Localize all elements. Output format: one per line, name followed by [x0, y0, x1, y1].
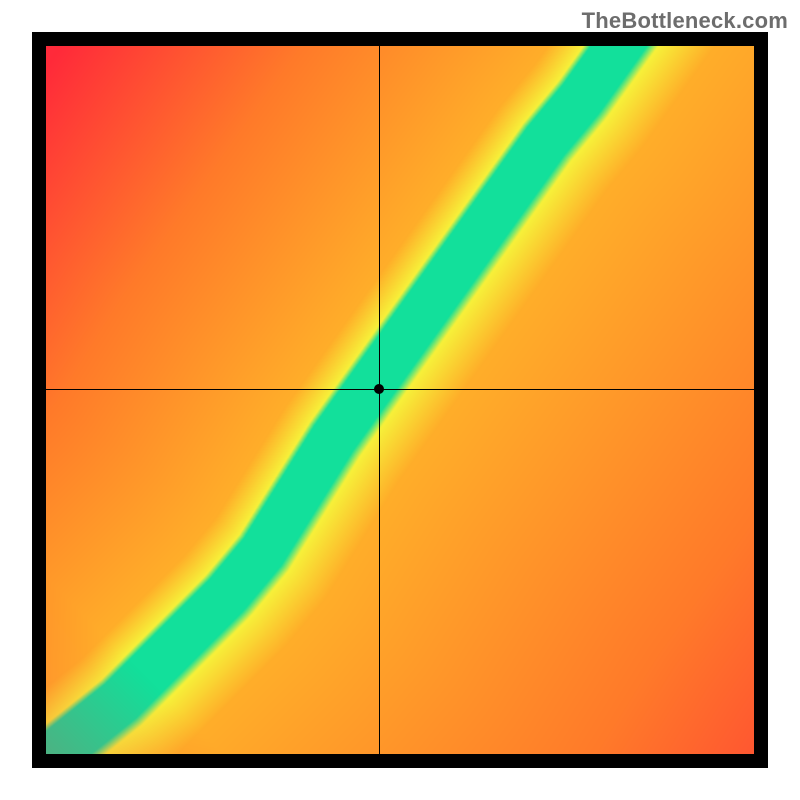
chart-frame [32, 32, 768, 768]
bottleneck-heatmap [46, 46, 754, 754]
crosshair-marker [374, 384, 384, 394]
chart-container: TheBottleneck.com [0, 0, 800, 800]
crosshair-horizontal [46, 389, 754, 390]
source-watermark: TheBottleneck.com [582, 8, 788, 34]
crosshair-vertical [379, 46, 380, 754]
